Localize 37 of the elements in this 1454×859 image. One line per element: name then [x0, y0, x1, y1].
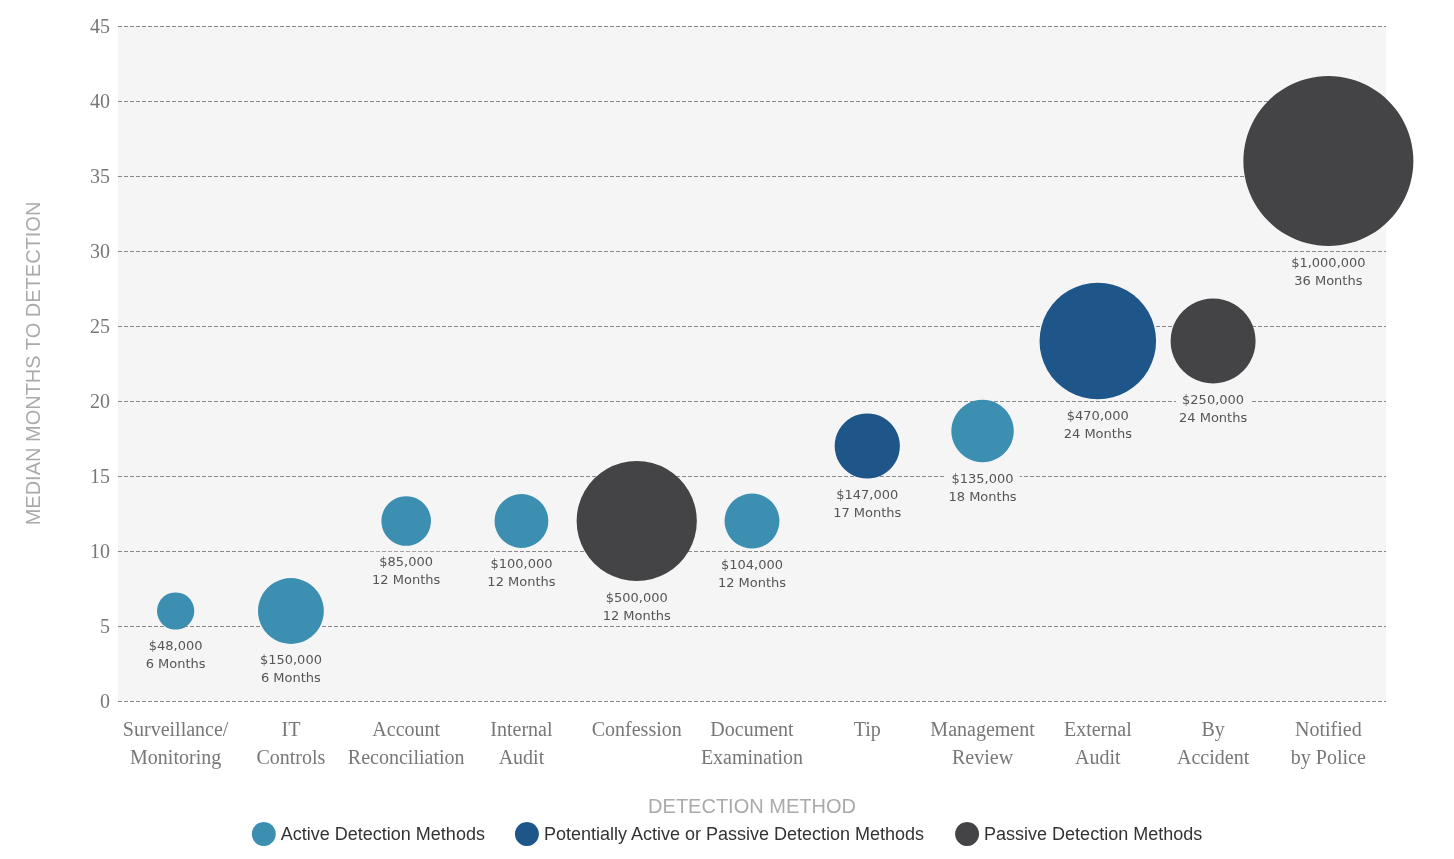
- y-tick-label: 25: [90, 315, 110, 337]
- x-tick-label: External Audit: [1063, 718, 1133, 768]
- data-label: $250,000 24 Months: [1178, 392, 1248, 425]
- data-label: $500,000 12 Months: [602, 589, 672, 623]
- legend-label: Active Detection Methods: [280, 824, 485, 844]
- y-tick-label: 5: [100, 615, 110, 637]
- x-tick-label: Notified by Police: [1290, 718, 1366, 769]
- legend-label: Passive Detection Methods: [984, 824, 1203, 844]
- y-tick-label: 35: [90, 165, 110, 187]
- legend-label: Potentially Active or Passive Detection Methods: [543, 824, 925, 844]
- x-tick-label: Document Examination: [700, 718, 804, 768]
- data-label: $48,000 6 Months: [145, 638, 206, 672]
- data-label: $470,000 24 Months: [1063, 407, 1133, 441]
- data-label: $147,000 17 Months: [833, 487, 902, 521]
- x-tick-label: Surveillance/ Monitoring: [122, 718, 229, 769]
- x-tick-label: Management Review: [930, 718, 1036, 768]
- y-tick-label: 30: [90, 240, 110, 262]
- data-label: $104,000 12 Months: [717, 556, 787, 590]
- y-tick-label: 40: [90, 90, 110, 112]
- x-axis-title: DETECTION METHOD: [648, 795, 856, 817]
- y-tick-label: 0: [100, 690, 110, 712]
- y-axis-title: MEDIAN MONTHS TO DETECTION: [22, 201, 44, 526]
- y-tick-label: 20: [90, 390, 110, 412]
- y-tick-label: 15: [90, 465, 110, 487]
- x-tick-label: By Accident: [1177, 718, 1250, 768]
- data-label: $135,000 18 Months: [948, 470, 1017, 504]
- data-label: $100,000 12 Months: [487, 556, 556, 590]
- y-tick-label: 10: [90, 540, 110, 562]
- x-tick-label: IT Controls: [256, 718, 326, 768]
- x-tick-label: Tip: [853, 718, 881, 741]
- data-label: $1,000,000 36 Months: [1291, 254, 1366, 288]
- x-tick-label: Confession: [591, 718, 682, 740]
- x-tick-label: Internal Audit: [490, 718, 553, 768]
- data-label: $85,000 12 Months: [372, 554, 441, 588]
- data-label: $150,000 6 Months: [259, 652, 322, 686]
- x-tick-label: Account Reconciliation: [347, 718, 465, 768]
- y-tick-label: 45: [90, 15, 110, 37]
